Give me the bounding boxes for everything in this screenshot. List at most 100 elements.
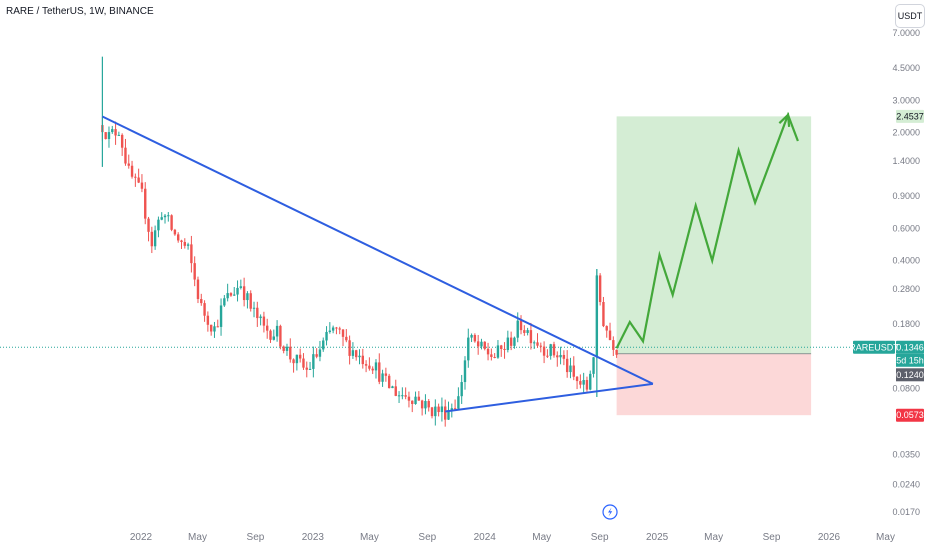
candle-body — [523, 330, 526, 333]
event-icons — [602, 504, 618, 520]
candle-body — [602, 302, 605, 327]
candle-body — [476, 341, 480, 347]
candle-body — [269, 330, 272, 340]
candle-body — [216, 326, 219, 328]
entry-price-tag: 0.1240 — [896, 370, 924, 380]
candle-body — [589, 373, 592, 390]
candle-body — [206, 315, 210, 325]
candle-body — [546, 355, 549, 357]
candle-body — [272, 336, 275, 340]
time-tick-label: Sep — [591, 532, 609, 543]
target-price-tag: 2.4537 — [896, 111, 924, 121]
candle-body — [266, 325, 269, 331]
candle-body — [575, 376, 579, 382]
candle-body — [404, 395, 407, 397]
candle-body — [193, 263, 196, 280]
candle-body — [467, 337, 470, 361]
currency-button[interactable]: USDT — [895, 4, 925, 28]
candle-body — [325, 331, 328, 341]
candle-body — [381, 373, 384, 382]
candle-body — [444, 406, 447, 420]
candle-body — [163, 215, 167, 218]
time-tick-label: May — [360, 532, 379, 543]
candle-body — [120, 134, 124, 148]
candle-body — [420, 400, 424, 409]
candle-body — [417, 396, 421, 401]
candle-body — [196, 279, 200, 300]
candle-body — [364, 364, 368, 366]
countdown-tag-bg — [896, 353, 924, 367]
lightning-icon — [608, 507, 613, 517]
candle-body — [295, 354, 299, 364]
candle-body — [579, 381, 582, 385]
price-tick-label: 0.9000 — [892, 191, 920, 201]
candle-body — [371, 368, 374, 371]
trendline — [101, 115, 654, 385]
price-tick-label: 0.0800 — [892, 384, 920, 394]
candle-body — [190, 244, 193, 264]
price-tick-label: 0.0350 — [892, 449, 920, 459]
candle-body — [559, 354, 562, 358]
candle-body — [150, 231, 154, 247]
time-tick-label: Sep — [763, 532, 781, 543]
symbol-tag: RAREUSDT — [849, 342, 899, 352]
candle-body — [605, 326, 608, 331]
profit-zone — [616, 116, 812, 354]
candle-body — [378, 362, 381, 382]
countdown-tag: 5d 15h — [896, 355, 924, 365]
time-tick-label: 2022 — [130, 532, 153, 543]
candle-body — [539, 345, 543, 347]
candle-body — [348, 340, 351, 356]
candle-body — [262, 316, 266, 326]
candle-body — [536, 342, 539, 346]
candle-body — [453, 408, 457, 410]
time-tick-label: 2026 — [818, 532, 841, 543]
candle-body — [256, 307, 259, 319]
time-tick-label: May — [876, 532, 895, 543]
candle-body — [130, 165, 134, 177]
candle-body — [473, 334, 477, 342]
candle-body — [437, 406, 440, 413]
candle-body — [355, 350, 358, 358]
candle-body — [242, 286, 246, 301]
candle-body — [157, 219, 160, 231]
candle-body — [127, 163, 130, 166]
symbol-legend: RARE / TetherUS, 1W, BINANCE — [6, 6, 154, 17]
price-tick-label: 4.5000 — [892, 63, 920, 73]
candle-body — [111, 129, 114, 133]
candle-body — [565, 358, 569, 373]
candle-body — [153, 230, 157, 247]
candle-body — [104, 132, 107, 140]
candle-body — [509, 337, 513, 346]
candle-body — [209, 324, 213, 332]
candle-body — [434, 406, 437, 417]
candle-body — [374, 362, 378, 371]
candle-body — [305, 367, 308, 370]
candle-body — [298, 354, 302, 359]
candle-body — [226, 293, 229, 299]
price-tick-label: 2.0000 — [892, 128, 920, 138]
candle-body — [183, 241, 186, 246]
candle-body — [246, 293, 249, 301]
candle-body — [572, 365, 575, 377]
candle-body — [147, 218, 150, 232]
price-tick-label: 0.0240 — [892, 479, 920, 489]
candle-body — [407, 396, 411, 401]
candle-body — [450, 408, 454, 411]
candle-body — [513, 337, 516, 346]
candle-body — [526, 330, 529, 333]
candle-body — [318, 349, 322, 357]
candle-body — [440, 406, 444, 413]
price-tick-label: 0.0170 — [892, 507, 920, 517]
candle-body — [463, 360, 467, 383]
price-tick-label: 7.0000 — [892, 28, 920, 38]
candle-body — [137, 177, 140, 183]
candle-body — [506, 337, 510, 350]
candle-body — [486, 348, 490, 355]
candle-body — [345, 336, 348, 341]
candle-body — [107, 132, 111, 140]
candle-body — [361, 355, 364, 365]
candle-body — [529, 330, 533, 344]
